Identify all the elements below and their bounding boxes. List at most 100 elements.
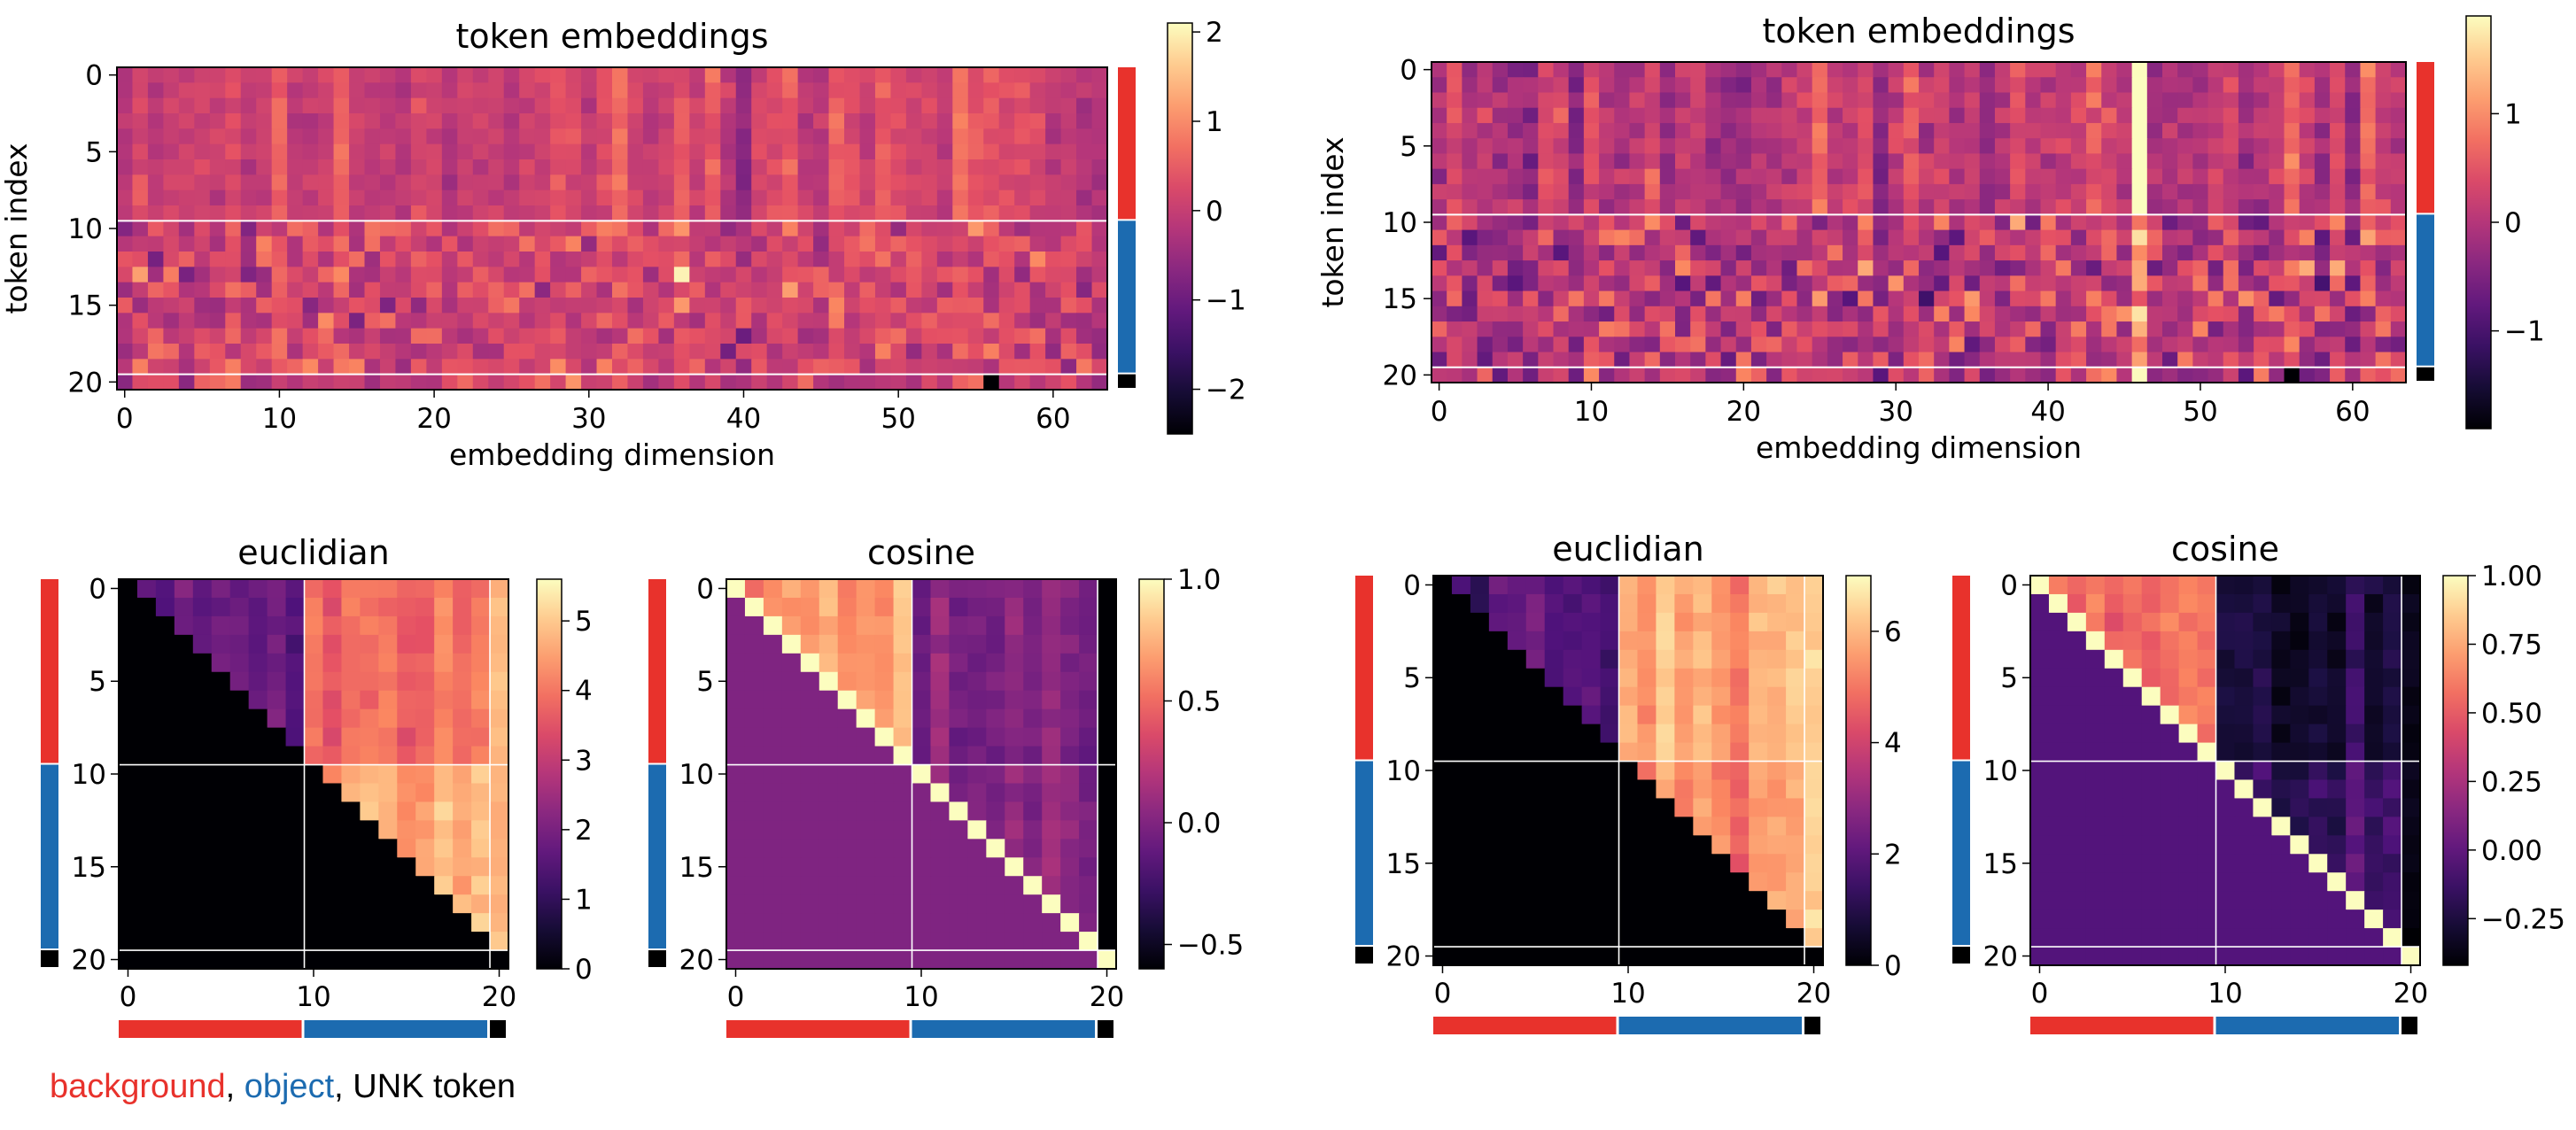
heatmap-cell xyxy=(2040,62,2057,78)
heatmap-cell xyxy=(2284,62,2301,78)
matrix-cell xyxy=(1767,631,1787,651)
heatmap-cell xyxy=(2254,199,2270,215)
matrix-cell xyxy=(136,690,157,710)
matrix-cell xyxy=(397,839,416,858)
heatmap-cell xyxy=(874,252,892,267)
matrix-cell xyxy=(1563,686,1583,707)
heatmap-cell xyxy=(1659,214,1676,231)
matrix-cell xyxy=(837,653,857,673)
matrix-cell xyxy=(763,746,783,766)
bottom-group-bar-background xyxy=(2030,1017,2214,1034)
heatmap-cell xyxy=(1827,183,1843,200)
matrix-cell xyxy=(192,615,213,636)
heatmap-cell xyxy=(287,359,304,375)
matrix-cell xyxy=(471,950,491,970)
heatmap-cell xyxy=(1934,122,1950,139)
heatmap-cell xyxy=(2101,275,2118,292)
heatmap-cell xyxy=(1614,92,1631,109)
matrix-cell xyxy=(1637,724,1657,744)
heatmap-cell xyxy=(2192,214,2209,231)
heatmap-cell xyxy=(2070,138,2087,155)
matrix-cell xyxy=(986,727,1005,747)
heatmap-cell xyxy=(2269,92,2285,109)
heatmap-cell xyxy=(503,159,520,175)
heatmap-cell xyxy=(1553,290,1570,307)
heatmap-cell xyxy=(132,113,149,129)
heatmap-cell xyxy=(1029,236,1046,252)
heatmap-cell xyxy=(1873,260,1889,276)
heatmap-cell xyxy=(1888,229,1905,246)
matrix-cell xyxy=(2122,779,2143,800)
heatmap-cell xyxy=(2025,183,2042,200)
heatmap-cell xyxy=(457,344,474,360)
matrix-cell xyxy=(726,671,746,692)
matrix-cell xyxy=(2067,779,2087,800)
matrix-cell xyxy=(2141,928,2161,948)
matrix-cell xyxy=(1470,872,1490,892)
matrix-cell xyxy=(2364,928,2384,948)
heatmap-cell xyxy=(2010,229,2026,246)
matrix-cell xyxy=(2178,928,2199,948)
heatmap-cell xyxy=(2330,337,2346,353)
matrix-cell xyxy=(726,876,746,895)
heatmap-cell xyxy=(890,374,907,391)
heatmap-cell xyxy=(1014,252,1031,267)
matrix-cell xyxy=(2364,947,2384,966)
matrix-cell xyxy=(1023,857,1043,877)
matrix-cell xyxy=(2197,649,2217,669)
heatmap-cell xyxy=(225,328,242,344)
heatmap-cell xyxy=(1060,374,1077,391)
heatmap-cell xyxy=(844,252,861,267)
matrix-cell xyxy=(2141,649,2161,669)
heatmap-cell xyxy=(379,328,397,344)
heatmap-cell xyxy=(1060,82,1077,99)
heatmap-cell xyxy=(1675,62,1691,78)
heatmap-cell xyxy=(1538,199,1555,215)
heatmap-cell xyxy=(194,359,211,375)
heatmap-cell xyxy=(890,221,907,237)
heatmap-cell xyxy=(1029,359,1046,375)
y-axis-label: token index xyxy=(0,143,34,313)
heatmap-cell xyxy=(1492,168,1509,185)
heatmap-cell xyxy=(1629,321,1646,337)
matrix-cell xyxy=(2346,835,2365,855)
matrix-cell xyxy=(1674,798,1694,817)
heatmap-cell xyxy=(751,82,768,99)
matrix-cell xyxy=(1470,631,1490,651)
heatmap-cell xyxy=(2345,260,2362,276)
matrix-cell xyxy=(360,708,379,729)
matrix-cell xyxy=(2290,686,2309,707)
heatmap-cell xyxy=(1477,92,1494,109)
matrix-cell xyxy=(1581,576,1602,595)
matrix-cell xyxy=(2364,631,2384,651)
matrix-cell xyxy=(1488,649,1509,669)
heatmap-cell xyxy=(998,374,1015,391)
matrix-cell xyxy=(155,839,175,858)
heatmap-cell xyxy=(1462,306,1478,322)
heatmap-cell xyxy=(2116,199,2133,215)
heatmap-cell xyxy=(921,328,938,344)
heatmap-cell xyxy=(1690,153,1706,170)
matrix-cell xyxy=(1433,668,1453,688)
matrix-cell xyxy=(1488,612,1509,632)
matrix-cell xyxy=(2215,761,2236,781)
x-tick-label: 40 xyxy=(726,403,761,435)
matrix-cell xyxy=(1730,724,1750,744)
colorbar xyxy=(2443,576,2468,965)
y-tick-label: 10 xyxy=(72,759,106,791)
matrix-cell xyxy=(1786,909,1805,929)
matrix-cell xyxy=(1563,891,1583,910)
matrix-cell xyxy=(1544,779,1564,800)
matrix-cell xyxy=(1544,724,1564,744)
heatmap-cell xyxy=(2254,337,2270,353)
matrix-cell xyxy=(986,913,1005,933)
heatmap-cell xyxy=(2269,244,2285,261)
heatmap-cell xyxy=(2162,290,2178,307)
matrix-cell xyxy=(2030,798,2050,817)
heatmap-cell xyxy=(2131,321,2148,337)
matrix-cell xyxy=(2030,724,2050,744)
matrix-cell xyxy=(744,708,764,729)
heatmap-cell xyxy=(627,174,644,191)
heatmap-cell xyxy=(2360,290,2377,307)
matrix-cell xyxy=(1581,761,1602,781)
